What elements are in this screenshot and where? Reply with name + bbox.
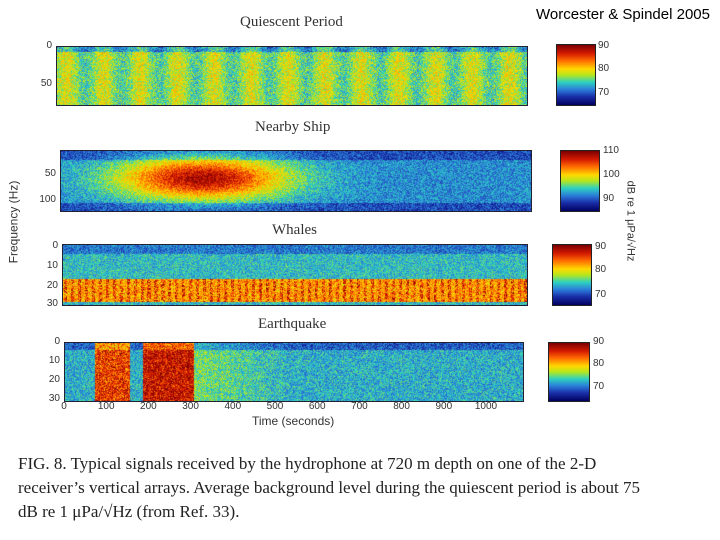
ytick: 50 bbox=[40, 78, 52, 89]
cbar-tick: 90 bbox=[598, 40, 610, 51]
cbar-tick: 80 bbox=[598, 63, 610, 74]
ytick: 0 bbox=[46, 40, 52, 51]
xtick: 900 bbox=[435, 401, 453, 412]
xtick: 500 bbox=[266, 401, 284, 412]
ytick: 50 bbox=[44, 168, 56, 179]
xtick: 700 bbox=[351, 401, 368, 412]
cbar-tick: 100 bbox=[603, 169, 620, 180]
ytick: 100 bbox=[39, 194, 56, 205]
xtick: 600 bbox=[308, 401, 326, 412]
y-axis-label: Frequency (Hz) bbox=[6, 180, 21, 264]
x-axis-label: Time (seconds) bbox=[252, 414, 335, 428]
xtick: 100 bbox=[97, 401, 115, 412]
cbar-tick: 80 bbox=[593, 358, 605, 369]
cbar-tick: 90 bbox=[595, 241, 607, 252]
ytick: 0 bbox=[54, 336, 60, 347]
cbar-tick: 70 bbox=[593, 381, 605, 392]
attribution: Worcester & Spindel 2005 bbox=[536, 6, 710, 23]
colorbar-ship bbox=[560, 150, 600, 212]
xtick: 200 bbox=[140, 401, 157, 412]
ytick: 10 bbox=[48, 355, 60, 366]
ytick: 30 bbox=[46, 298, 58, 309]
panel-title-whales: Whales bbox=[272, 222, 317, 238]
ytick: 20 bbox=[46, 280, 58, 291]
colorbar-label: dB re 1 μPa/√Hz bbox=[624, 180, 637, 262]
panel-title-ship: Nearby Ship bbox=[255, 119, 331, 135]
figure-caption: FIG. 8. Typical signals received by the … bbox=[18, 452, 658, 524]
spectrogram-quiescent bbox=[56, 46, 528, 106]
cbar-tick: 70 bbox=[595, 289, 607, 300]
panel-title-quiescent: Quiescent Period bbox=[240, 14, 343, 30]
xtick: 300 bbox=[182, 401, 199, 412]
cbar-tick: 80 bbox=[595, 264, 607, 275]
ytick: 0 bbox=[52, 240, 58, 251]
cbar-tick: 90 bbox=[593, 336, 605, 347]
spectrogram-earthquake bbox=[64, 342, 524, 402]
xtick: 400 bbox=[224, 401, 242, 412]
figure-label: FIG. 8. bbox=[18, 454, 67, 473]
cbar-tick: 90 bbox=[603, 193, 615, 204]
xtick: 1000 bbox=[474, 401, 498, 412]
colorbar-whales bbox=[552, 244, 592, 306]
ytick: 30 bbox=[48, 393, 60, 404]
cbar-tick: 70 bbox=[598, 87, 610, 98]
xtick: 800 bbox=[393, 401, 410, 412]
colorbar-earthquake bbox=[548, 342, 590, 402]
spectrogram-whales bbox=[62, 244, 528, 306]
spectrogram-ship bbox=[60, 150, 532, 212]
caption-text: Typical signals received by the hydropho… bbox=[18, 454, 640, 521]
cbar-tick: 110 bbox=[603, 145, 619, 156]
panel-title-earthquake: Earthquake bbox=[258, 316, 327, 332]
ytick: 10 bbox=[46, 260, 58, 271]
colorbar-quiescent bbox=[556, 44, 596, 106]
ytick: 20 bbox=[48, 374, 60, 385]
xtick: 0 bbox=[61, 401, 67, 412]
